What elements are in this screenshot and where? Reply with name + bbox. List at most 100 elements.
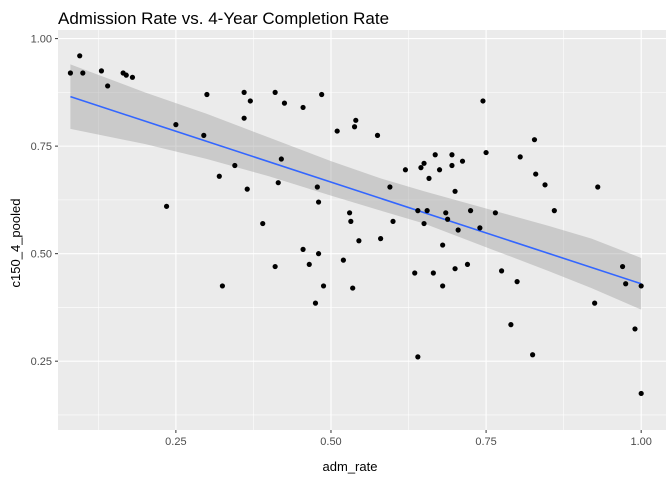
data-point [464, 261, 471, 268]
data-point [477, 225, 483, 231]
data-point [378, 236, 384, 242]
data-point [315, 199, 322, 205]
data-point [551, 208, 557, 214]
data-point [306, 261, 312, 268]
data-point [320, 283, 327, 289]
data-point [374, 132, 381, 138]
data-point [350, 285, 356, 291]
data-point [314, 184, 320, 190]
data-point [272, 263, 278, 270]
data-point [67, 70, 74, 76]
data-point [421, 220, 427, 227]
data-point [638, 283, 644, 289]
x-tick-label: 0.75 [475, 436, 496, 448]
data-point [530, 352, 536, 358]
y-tick-label: 0.50 [31, 249, 52, 261]
data-point [241, 89, 247, 95]
data-point [533, 171, 539, 177]
chart-title: Admission Rate vs. 4-Year Completion Rat… [58, 9, 389, 28]
data-point [260, 220, 266, 227]
data-point [123, 72, 129, 78]
data-point [449, 152, 455, 158]
minor-gridlines [58, 30, 666, 430]
data-point [334, 128, 340, 134]
data-point [353, 117, 359, 123]
data-point [415, 208, 421, 214]
data-point [430, 270, 436, 276]
data-point [632, 326, 638, 332]
data-point [531, 137, 538, 143]
data-point [445, 216, 451, 222]
y-axis-title: c150_4_pooled [8, 199, 23, 288]
data-point [300, 246, 306, 252]
x-axis-ticks: 0.25 0.50 0.75 1.00 [165, 430, 652, 448]
data-point [623, 281, 629, 287]
data-point [619, 263, 626, 270]
data-point [480, 98, 486, 104]
x-tick-label: 0.50 [320, 436, 341, 448]
data-point [415, 354, 421, 360]
data-point [592, 300, 598, 306]
data-point [418, 165, 424, 171]
data-point [129, 74, 136, 80]
data-point [346, 210, 353, 216]
x-tick-label: 0.25 [165, 436, 186, 448]
y-tick-label: 0.25 [31, 356, 52, 368]
data-point [421, 160, 427, 166]
data-point [201, 132, 207, 138]
data-point [275, 180, 281, 186]
data-point [436, 167, 443, 173]
data-point [542, 182, 548, 188]
data-point [402, 167, 409, 173]
data-point [390, 218, 396, 224]
data-point [204, 91, 210, 98]
data-point [508, 322, 514, 328]
data-point [426, 175, 432, 181]
data-point [278, 156, 284, 162]
data-point [105, 83, 111, 89]
data-point [80, 70, 86, 76]
data-point [348, 218, 354, 224]
data-point [638, 390, 644, 397]
data-point [98, 68, 105, 74]
data-point [452, 188, 458, 194]
data-point [467, 208, 474, 214]
data-point [247, 98, 253, 104]
data-point [232, 162, 238, 169]
data-point [272, 89, 278, 95]
y-axis-ticks: 0.25 0.50 0.75 1.00 [31, 34, 58, 368]
data-point [387, 184, 393, 190]
data-point [452, 266, 458, 272]
data-point [455, 227, 461, 233]
data-point [77, 53, 83, 59]
data-point [163, 203, 170, 209]
data-point [219, 283, 226, 289]
data-point [443, 210, 449, 216]
data-point [340, 257, 346, 263]
data-point [412, 270, 418, 276]
data-point [432, 152, 438, 158]
data-point [315, 251, 322, 257]
data-point [595, 184, 601, 190]
data-point [440, 242, 446, 248]
data-point [440, 283, 446, 289]
data-point [351, 124, 358, 130]
data-point [449, 162, 455, 169]
data-point [319, 91, 325, 98]
data-point [241, 115, 247, 121]
x-tick-label: 1.00 [630, 436, 651, 448]
data-points [67, 53, 644, 397]
data-point [492, 210, 498, 216]
y-tick-label: 0.75 [31, 141, 52, 153]
data-point [356, 238, 362, 244]
y-tick-label: 1.00 [31, 34, 52, 46]
data-point [216, 173, 222, 179]
plot-panel [58, 30, 666, 430]
data-point [312, 300, 319, 306]
trend-line [70, 95, 642, 285]
data-point [173, 122, 179, 128]
data-point [424, 208, 430, 214]
data-point [483, 149, 489, 156]
data-point [244, 186, 250, 192]
